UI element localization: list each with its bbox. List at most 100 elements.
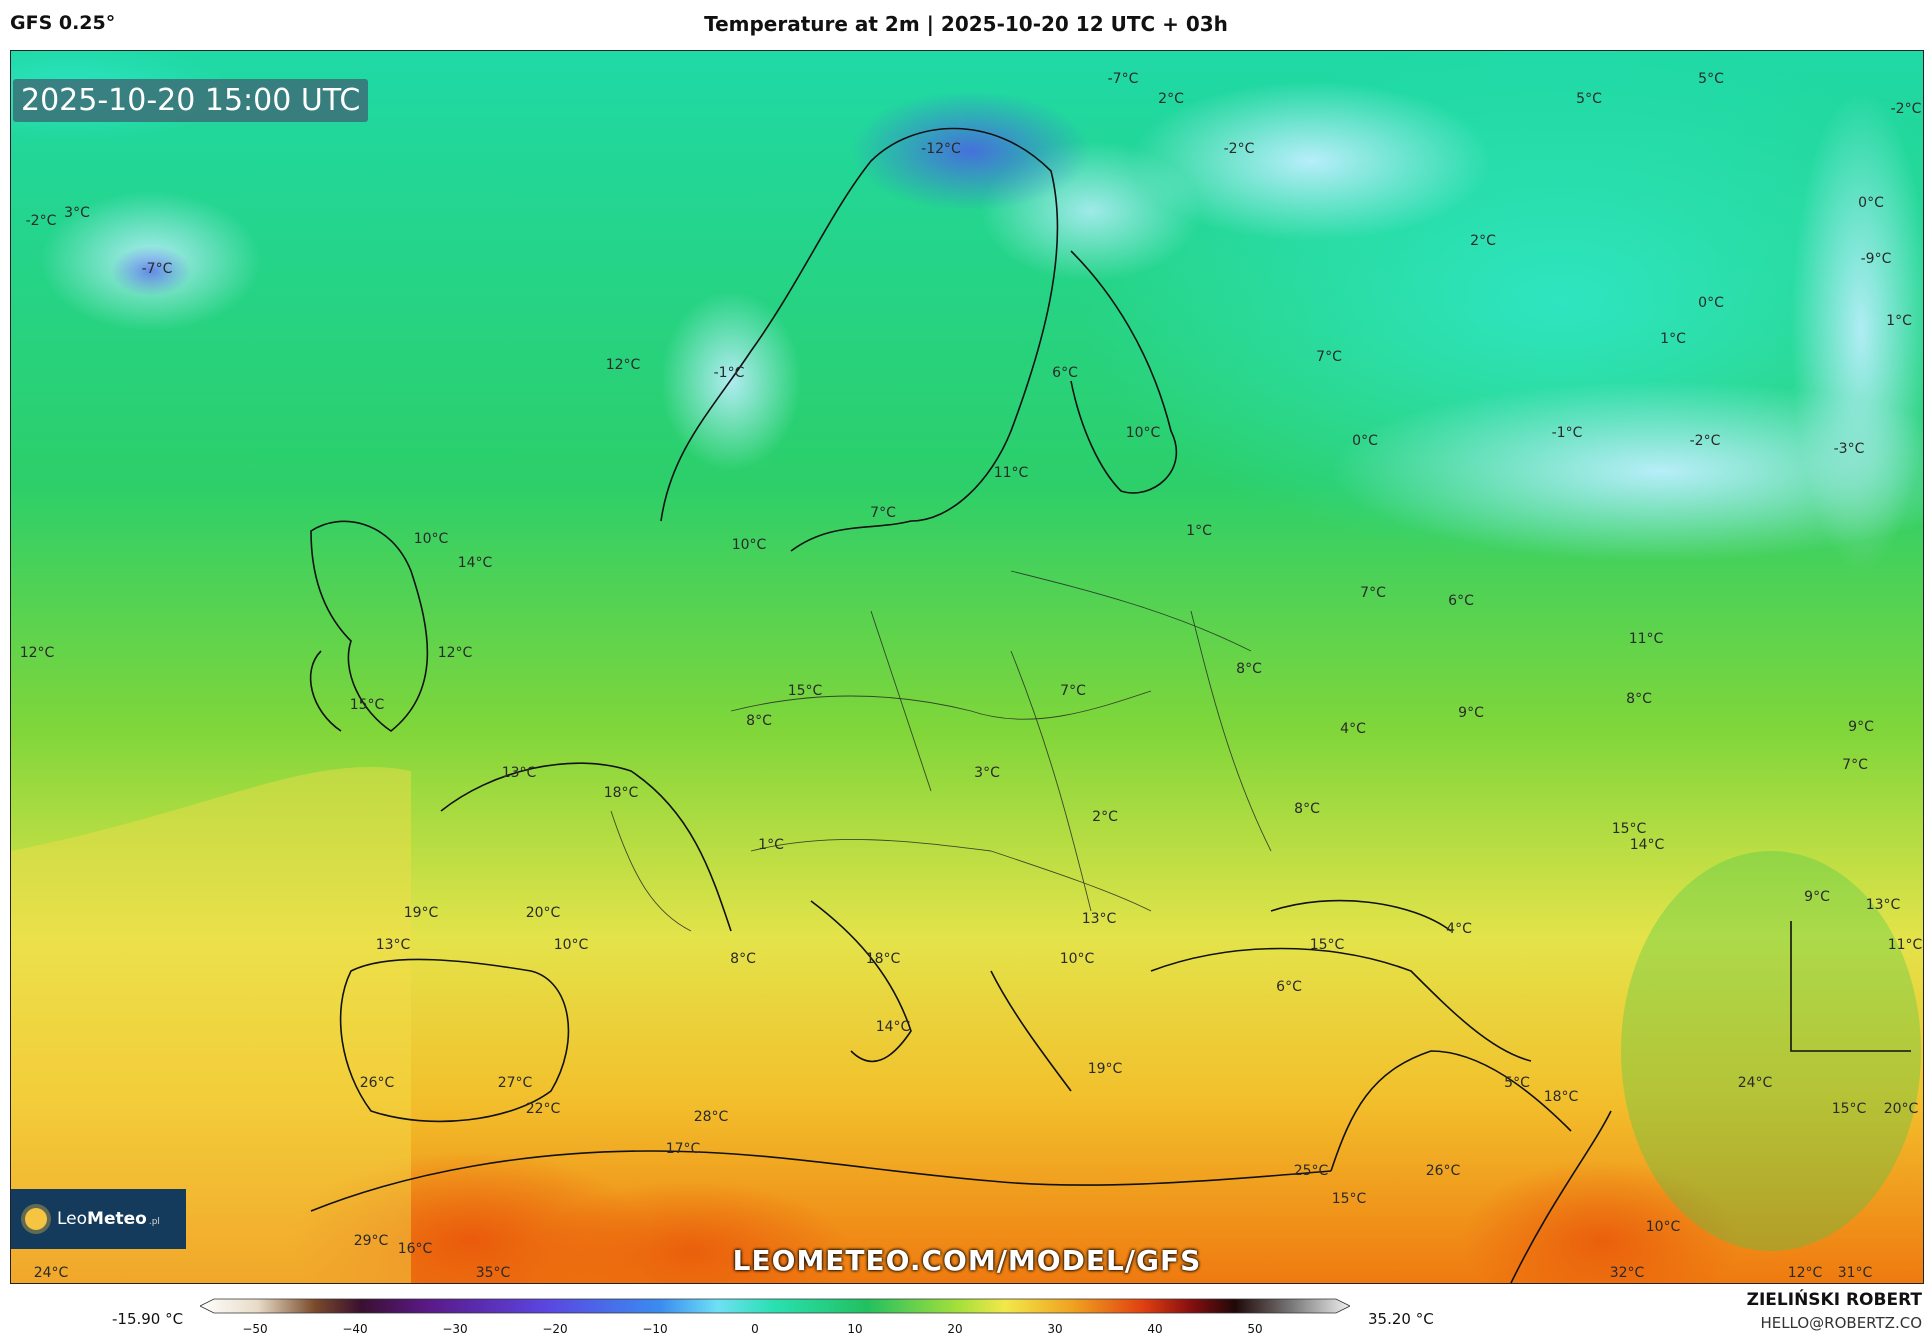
temperature-label: 12°C bbox=[605, 357, 641, 373]
temperature-label: 17°C bbox=[665, 1141, 701, 1157]
legend-min-value: -15.90 °C bbox=[112, 1310, 184, 1328]
scale-tick-label: 40 bbox=[1147, 1322, 1163, 1336]
temperature-label: -12°C bbox=[921, 141, 961, 157]
temperature-label: 15°C bbox=[1831, 1101, 1867, 1117]
temperature-label: 0°C bbox=[1698, 295, 1724, 311]
temperature-label: 15°C bbox=[349, 697, 385, 713]
temperature-label: 1°C bbox=[1186, 523, 1212, 539]
temperature-label: 11°C bbox=[1628, 631, 1664, 647]
temperature-label: 1°C bbox=[1660, 331, 1686, 347]
temperature-label: 10°C bbox=[1645, 1219, 1681, 1235]
temperature-label: -7°C bbox=[1107, 71, 1139, 87]
temperature-label: -9°C bbox=[1860, 251, 1892, 267]
temperature-label: 20°C bbox=[525, 905, 561, 921]
temperature-label: 14°C bbox=[875, 1019, 911, 1035]
sun-icon bbox=[25, 1208, 47, 1230]
temperature-label: 10°C bbox=[1125, 425, 1161, 441]
temperature-label: 8°C bbox=[730, 951, 756, 967]
temperature-label: 8°C bbox=[1236, 661, 1262, 677]
temperature-label: 16°C bbox=[397, 1241, 433, 1257]
temperature-label: 18°C bbox=[865, 951, 901, 967]
temperature-label: 29°C bbox=[353, 1233, 389, 1249]
temperature-label: -7°C bbox=[141, 261, 173, 277]
temperature-label: 2°C bbox=[1470, 233, 1496, 249]
temperature-label: -1°C bbox=[1551, 425, 1583, 441]
temperature-label: -2°C bbox=[1890, 101, 1922, 117]
temperature-label: 1°C bbox=[758, 837, 784, 853]
temperature-label: 24°C bbox=[33, 1265, 69, 1281]
temperature-label: 5°C bbox=[1698, 71, 1724, 87]
temperature-label: 10°C bbox=[553, 937, 589, 953]
temperature-label: 15°C bbox=[787, 683, 823, 699]
temperature-label: 18°C bbox=[603, 785, 639, 801]
scale-tick-label: 0 bbox=[751, 1322, 759, 1336]
temperature-label: 7°C bbox=[870, 505, 896, 521]
scale-tick-label: 50 bbox=[1247, 1322, 1263, 1336]
temperature-label: 18°C bbox=[1543, 1089, 1579, 1105]
temperature-label: 1°C bbox=[1886, 313, 1912, 329]
temperature-label: 35°C bbox=[475, 1265, 511, 1281]
temperature-label: 5°C bbox=[1504, 1075, 1530, 1091]
temperature-label: 3°C bbox=[974, 765, 1000, 781]
temperature-label: 6°C bbox=[1276, 979, 1302, 995]
temperature-label: 13°C bbox=[375, 937, 411, 953]
scale-tick-label: 30 bbox=[1047, 1322, 1063, 1336]
temperature-label: 12°C bbox=[1787, 1265, 1823, 1281]
temperature-label: 28°C bbox=[693, 1109, 729, 1125]
temperature-label: 12°C bbox=[437, 645, 473, 661]
map-title: Temperature at 2m | 2025-10-20 12 UTC + … bbox=[704, 12, 1228, 36]
legend-max-value: 35.20 °C bbox=[1368, 1310, 1434, 1328]
temperature-label: 8°C bbox=[746, 713, 772, 729]
temperature-label: 14°C bbox=[1629, 837, 1665, 853]
temperature-label: 13°C bbox=[1081, 911, 1117, 927]
temperature-label: 14°C bbox=[457, 555, 493, 571]
temperature-label: 19°C bbox=[1087, 1061, 1123, 1077]
temperature-label: 5°C bbox=[1576, 91, 1602, 107]
temperature-label: 0°C bbox=[1352, 433, 1378, 449]
scale-tick-label: −40 bbox=[342, 1322, 368, 1336]
scale-tick-label: −30 bbox=[442, 1322, 468, 1336]
temperature-label: 10°C bbox=[731, 537, 767, 553]
temperature-label: 3°C bbox=[64, 205, 90, 221]
author-email[interactable]: HELLO@ROBERTZ.CO bbox=[1760, 1314, 1922, 1332]
temperature-label: 10°C bbox=[413, 531, 449, 547]
author-name: ZIELIŃSKI ROBERT bbox=[1746, 1290, 1922, 1310]
temperature-label: 13°C bbox=[501, 765, 537, 781]
temperature-label: 15°C bbox=[1331, 1191, 1367, 1207]
temperature-label: -2°C bbox=[25, 213, 57, 229]
temperature-label: 4°C bbox=[1340, 721, 1366, 737]
temperature-map[interactable]: 2025-10-20 15:00 UTC -7°C 2°C 5°C 5°C -2°C -1… bbox=[10, 50, 1924, 1284]
map-timestamp: 2025-10-20 15:00 UTC bbox=[13, 79, 369, 122]
temperature-label: 32°C bbox=[1609, 1265, 1645, 1281]
leometeo-logo[interactable]: LeoMeteo .pl bbox=[11, 1189, 186, 1249]
temperature-label: 20°C bbox=[1883, 1101, 1919, 1117]
scale-tick-label: −20 bbox=[542, 1322, 568, 1336]
temperature-label: 11°C bbox=[993, 465, 1029, 481]
watermark-url[interactable]: LEOMETEO.COM/MODEL/GFS bbox=[732, 1244, 1202, 1277]
temperature-label: 22°C bbox=[525, 1101, 561, 1117]
temperature-field bbox=[11, 51, 1923, 1283]
temperature-label: 31°C bbox=[1837, 1265, 1873, 1281]
temperature-label: 9°C bbox=[1458, 705, 1484, 721]
temperature-label: 2°C bbox=[1092, 809, 1118, 825]
temperature-label: 7°C bbox=[1316, 349, 1342, 365]
scale-tick-label: 10 bbox=[847, 1322, 863, 1336]
temperature-label: 24°C bbox=[1737, 1075, 1773, 1091]
temperature-label: 4°C bbox=[1446, 921, 1472, 937]
temperature-label: 10°C bbox=[1059, 951, 1095, 967]
color-scale-bar bbox=[200, 1298, 1350, 1314]
temperature-label: 15°C bbox=[1309, 937, 1345, 953]
temperature-label: -1°C bbox=[713, 365, 745, 381]
temperature-label: 8°C bbox=[1626, 691, 1652, 707]
scale-tick-label: −50 bbox=[242, 1322, 268, 1336]
temperature-label: 25°C bbox=[1293, 1163, 1329, 1179]
temperature-label: 0°C bbox=[1858, 195, 1884, 211]
temperature-label: 6°C bbox=[1448, 593, 1474, 609]
scale-tick-label: −10 bbox=[642, 1322, 668, 1336]
temperature-label: -2°C bbox=[1689, 433, 1721, 449]
temperature-label: 27°C bbox=[497, 1075, 533, 1091]
temperature-label: 26°C bbox=[1425, 1163, 1461, 1179]
temperature-label: -3°C bbox=[1833, 441, 1865, 457]
temperature-label: -2°C bbox=[1223, 141, 1255, 157]
logo-text: LeoMeteo .pl bbox=[57, 1209, 160, 1229]
